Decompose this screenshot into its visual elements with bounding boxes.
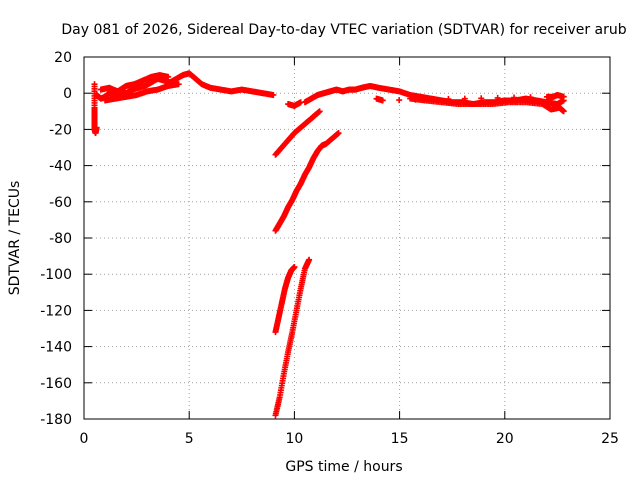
tick-labels: 20 0 -20 -40 -60 -80 -100 -120 -140 -160 -180 0 5 10 1… (40, 50, 619, 447)
data-point (379, 97, 386, 104)
y-tick-label: -160 (40, 376, 72, 392)
y-tick-label: -20 (49, 122, 72, 138)
data-point (560, 108, 567, 115)
data-point (165, 73, 172, 80)
y-tick-label: -100 (40, 267, 72, 283)
data-points (91, 70, 567, 419)
data-point (291, 263, 298, 270)
data-point (527, 94, 534, 101)
data-point (306, 256, 313, 263)
plot-frame (83, 56, 611, 420)
grid-lines (84, 57, 610, 419)
y-tick-label: 0 (63, 86, 72, 102)
y-tick-label: 20 (54, 50, 72, 66)
x-tick-label: 25 (601, 431, 619, 447)
data-point (270, 92, 277, 99)
y-axis-title: SDTVAR / TECUs (7, 181, 23, 296)
y-tick-label: -60 (49, 195, 72, 211)
chart-title: Day 081 of 2026, Sidereal Day-to-day VTE… (61, 22, 626, 38)
data-point (396, 97, 403, 104)
data-point (560, 93, 567, 100)
x-tick-label: 10 (285, 431, 303, 447)
x-axis-title: GPS time / hours (285, 459, 402, 475)
y-tick-label: -140 (40, 340, 72, 356)
x-tick-label: 0 (80, 431, 89, 447)
data-point (93, 124, 100, 131)
data-point (511, 94, 518, 101)
data-point (494, 94, 501, 101)
y-tick-label: -120 (40, 303, 72, 319)
data-point (297, 99, 304, 106)
data-point (429, 96, 436, 103)
y-tick-label: -80 (49, 231, 72, 247)
x-tick-label: 15 (391, 431, 409, 447)
axis-ticks (83, 56, 611, 420)
data-series (272, 263, 298, 336)
data-point (335, 130, 342, 137)
data-point (461, 95, 468, 102)
data-series (91, 81, 100, 137)
data-series (272, 256, 313, 419)
data-series (272, 108, 323, 158)
data-point (478, 95, 485, 102)
data-series (407, 95, 567, 115)
data-series (97, 72, 172, 95)
data-point (412, 96, 419, 103)
data-series (373, 92, 567, 104)
x-tick-label: 20 (496, 431, 514, 447)
data-point (175, 81, 182, 88)
data-point (316, 108, 323, 115)
y-tick-label: -180 (40, 412, 72, 428)
x-tick-label: 5 (185, 431, 194, 447)
data-point (445, 95, 452, 102)
y-tick-label: -40 (49, 159, 72, 175)
data-series (272, 130, 342, 234)
data-series (285, 99, 304, 109)
data-series (102, 81, 182, 104)
